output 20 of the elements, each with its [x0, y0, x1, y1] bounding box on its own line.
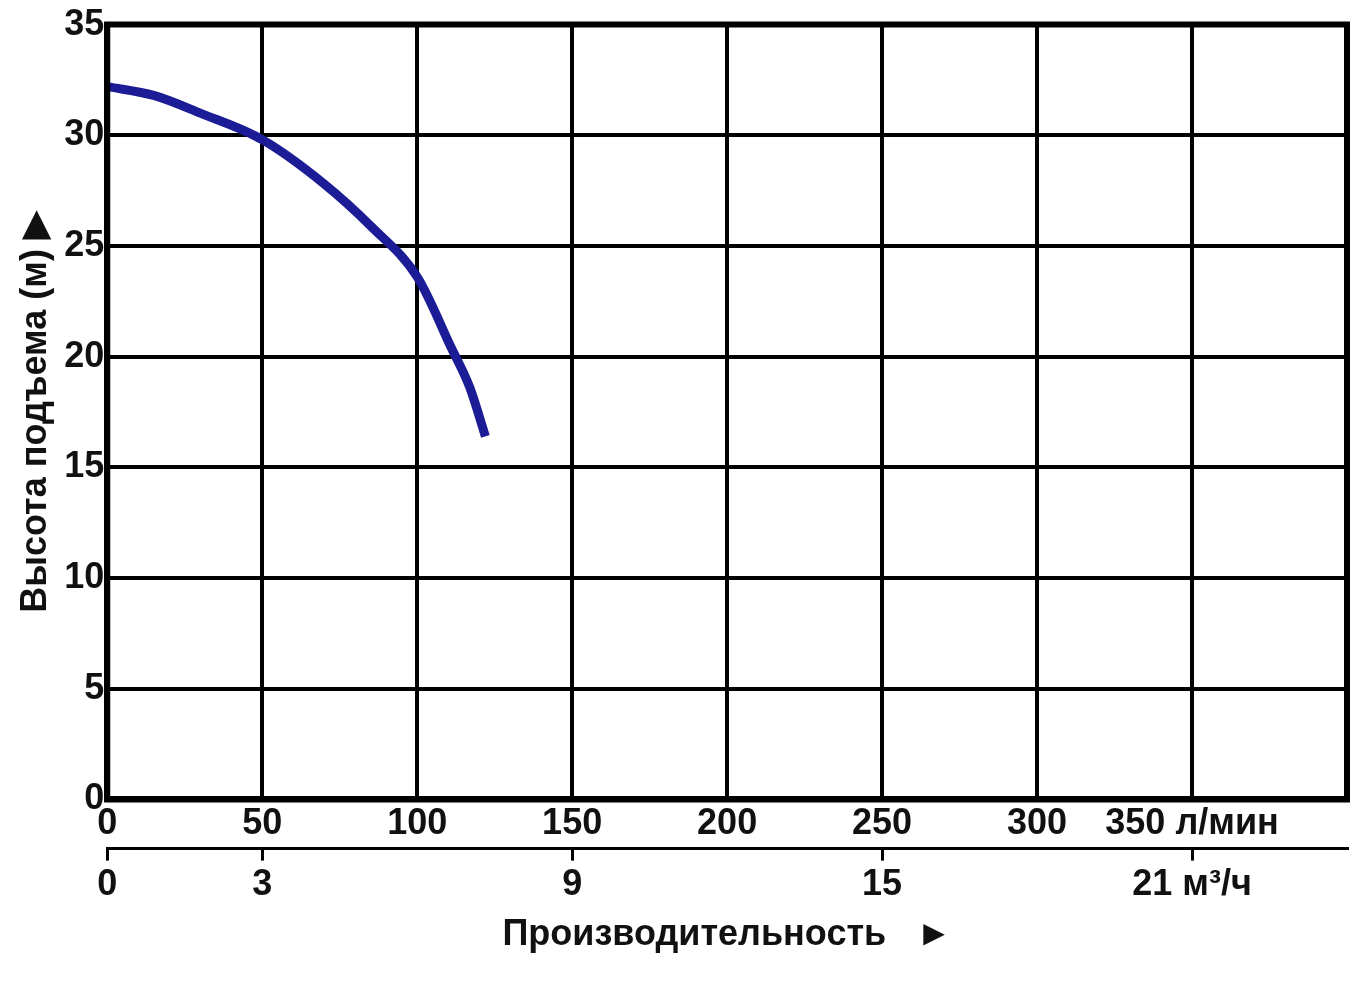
- y-axis-title: Высота подъема (м) ▶: [12, 210, 54, 613]
- x-tick-label: 250: [852, 800, 913, 842]
- y-tick-label: 10: [64, 554, 105, 596]
- x2-tick-label: 9: [562, 862, 583, 904]
- y-tick-label: 15: [64, 444, 105, 486]
- x-tick-label: 350 л/мин: [1105, 800, 1279, 842]
- x-tick-label: 300: [1007, 800, 1068, 842]
- y-tick-label: 20: [64, 333, 105, 375]
- y-tick-label: 5: [84, 665, 105, 707]
- x2-tick-label: 21 м³/ч: [1132, 862, 1252, 904]
- x2-tick-label: 15: [862, 862, 903, 904]
- x-tick-label: 50: [242, 800, 283, 842]
- x-tick-label: 200: [697, 800, 758, 842]
- y-tick-label: 25: [64, 222, 105, 264]
- x-axis-title: Производительность ►: [502, 912, 952, 954]
- x-tick-label: 100: [387, 800, 448, 842]
- x2-tick-label: 3: [252, 862, 273, 904]
- x-tick-label: 150: [542, 800, 603, 842]
- y-tick-label: 35: [64, 1, 105, 43]
- y-tick-label: 30: [64, 112, 105, 154]
